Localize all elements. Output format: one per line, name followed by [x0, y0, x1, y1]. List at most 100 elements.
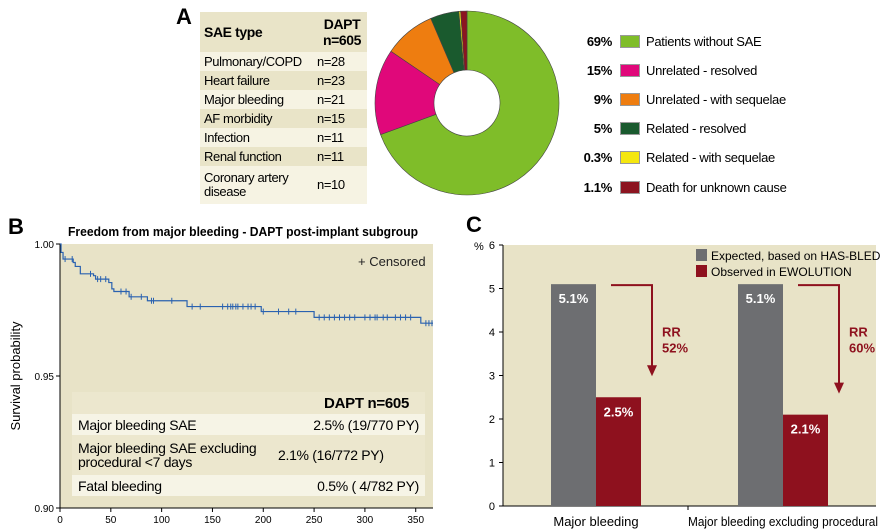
sae-type-cell: Heart failure	[204, 73, 270, 88]
legend-label: Patients without SAE	[646, 33, 762, 49]
rr-label: RR	[849, 324, 868, 339]
legend-swatch	[620, 34, 640, 48]
sae-type-cell: Major bleeding	[204, 92, 284, 107]
panel-c-label: C	[466, 212, 482, 237]
sae-type-cell: Coronary artery disease	[204, 170, 289, 199]
bar-observed	[596, 397, 641, 506]
table-row: Coronary artery disease n=10	[200, 166, 367, 204]
y-tick-label: 1	[489, 458, 495, 470]
bar-value-label: 2.5%	[604, 404, 634, 419]
inset-value: 0.5% ( 4/782 PY)	[317, 477, 419, 494]
y-tick-label: 0.90	[35, 504, 55, 515]
chart-title: Freedom from major bleeding - DAPT post-…	[68, 224, 418, 239]
inset-header: DAPT n=605	[72, 392, 425, 414]
sae-type-cell: Renal function	[204, 149, 282, 164]
count-cell: n=15	[317, 111, 345, 126]
bar-value-label: 5.1%	[746, 291, 776, 306]
inset-header-text: DAPT n=605	[324, 394, 409, 412]
inset-label: Major bleeding SAE excluding procedural …	[78, 440, 257, 470]
y-tick-label: 6	[489, 240, 495, 252]
legend-item: 15% Unrelated - resolved	[560, 61, 757, 79]
y-tick-label: 2	[489, 414, 495, 426]
panel-b-label: B	[8, 214, 24, 239]
inset-row: Major bleeding SAE 2.5% (19/770 PY)	[72, 414, 425, 435]
legend-percent: 15%	[586, 62, 612, 78]
inset-label: Fatal bleeding	[78, 477, 162, 494]
inset-row: Major bleeding SAE excluding procedural …	[72, 435, 425, 475]
legend-label: Related - with sequelae	[646, 150, 775, 166]
table-row: Heart failure n=23	[200, 71, 367, 90]
inset-label: Major bleeding SAE	[78, 416, 197, 433]
legend-label: Expected, based on HAS-BLED	[711, 249, 881, 263]
survival-curve	[60, 243, 433, 324]
y-tick-label: 0.95	[35, 372, 55, 383]
count-cell: n=11	[317, 130, 344, 145]
x-tick-label: 150	[204, 515, 221, 526]
x-tick-label: 200	[255, 515, 272, 526]
table-row: Renal function n=11	[200, 147, 367, 166]
x-tick-label: 0	[57, 515, 63, 526]
rr-value: 60%	[849, 340, 875, 355]
legend-percent: 9%	[593, 91, 613, 107]
legend-swatch	[696, 265, 707, 277]
legend-percent: 0.3%	[583, 150, 613, 166]
legend-item: 0.3% Related - with sequelae	[560, 149, 776, 167]
bar-value-label: 5.1%	[559, 291, 589, 306]
legend-label: Unrelated - with sequelae	[646, 91, 786, 107]
count-cell: n=11	[317, 149, 344, 164]
rr-label: RR	[662, 324, 681, 339]
y-tick-label: 3	[489, 371, 495, 383]
x-category-label: Major bleeding excluding procedural	[688, 514, 878, 529]
pie-chart	[374, 10, 560, 196]
panel-a-label: A	[176, 4, 192, 29]
bar-expected	[551, 284, 596, 506]
header-sae-type: SAE type	[204, 24, 263, 40]
legend-swatch	[620, 151, 640, 165]
table-header: SAE type DAPT n=605	[200, 12, 367, 52]
inset-row: Fatal bleeding 0.5% ( 4/782 PY)	[72, 475, 425, 496]
x-tick-label: 300	[357, 515, 374, 526]
table-row: Major bleeding n=21	[200, 90, 367, 109]
table-row: Pulmonary/COPD n=28	[200, 52, 367, 71]
legend-swatch	[696, 249, 707, 261]
y-tick-label: 4	[489, 327, 495, 339]
legend-swatch	[620, 180, 640, 194]
count-cell: n=23	[317, 73, 345, 88]
legend-swatch	[620, 63, 640, 77]
legend-item: 5% Related - resolved	[560, 120, 747, 138]
pie-slice	[460, 10, 468, 71]
legend-item: 1.1% Death for unknown cause	[560, 178, 787, 196]
header-dapt: DAPT n=605	[322, 16, 362, 48]
x-tick-label: 100	[153, 515, 170, 526]
legend-item: 9% Unrelated - with sequelae	[560, 90, 786, 108]
table-row: AF morbidity n=15	[200, 109, 367, 128]
x-category-label: Major bleeding	[553, 514, 638, 529]
table-row: Infection n=11	[200, 128, 367, 147]
sae-type-cell: Pulmonary/COPD	[204, 54, 302, 69]
inset-value: 2.1% (16/772 PY)	[278, 447, 384, 463]
legend-censored: + Censored	[358, 254, 426, 269]
y-axis-label: Survival probability	[8, 321, 23, 431]
km-inset-table: DAPT n=605 Major bleeding SAE 2.5% (19/770…	[72, 392, 425, 496]
legend-label: Unrelated - resolved	[646, 62, 758, 78]
sae-type-cell: Infection	[204, 130, 250, 145]
inset-value: 2.5% (19/770 PY)	[313, 416, 419, 433]
count-cell: n=28	[317, 54, 345, 69]
pie-slice	[380, 10, 560, 196]
legend-label: Related - resolved	[646, 121, 747, 137]
y-tick-label: 0	[489, 501, 495, 513]
bar-value-label: 2.1%	[791, 422, 821, 437]
x-tick-label: 50	[105, 515, 117, 526]
legend-percent: 69%	[586, 33, 612, 49]
reduction-arrow	[611, 284, 653, 368]
legend-label: Death for unknown cause	[646, 179, 787, 195]
x-tick-label: 250	[306, 515, 323, 526]
arrow-head-icon	[834, 382, 844, 394]
count-cell: n=10	[317, 177, 345, 192]
legend-percent: 5%	[593, 121, 613, 137]
rr-value: 52%	[662, 340, 688, 355]
reduction-arrow	[798, 284, 840, 385]
y-tick-label: 1.00	[35, 240, 55, 251]
count-cell: n=21	[317, 92, 345, 107]
